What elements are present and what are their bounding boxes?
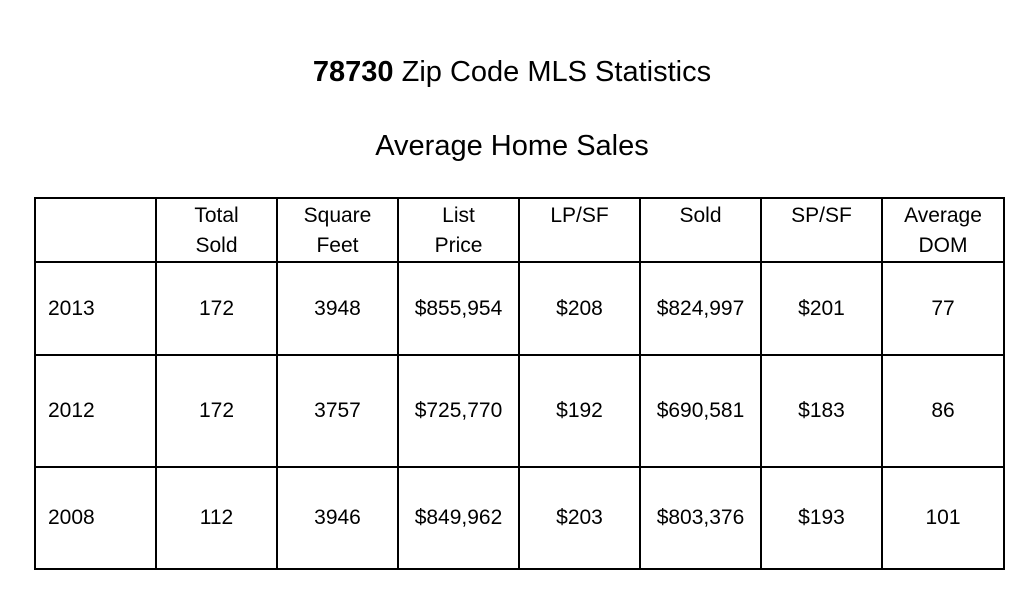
cell-average-dom: 77 xyxy=(881,261,1005,356)
cell-total-sold: 172 xyxy=(155,261,278,356)
cell-sold: $803,376 xyxy=(639,466,762,570)
cell-year: 2008 xyxy=(34,466,157,570)
column-header-year xyxy=(34,197,157,263)
table-row: 2013 172 3948 $855,954 $208 $824,997 $20… xyxy=(34,261,1005,356)
column-header-sold: Sold xyxy=(639,197,762,263)
column-header-sp-sf: SP/SF xyxy=(760,197,883,263)
cell-total-sold: 172 xyxy=(155,354,278,468)
cell-list-price: $849,962 xyxy=(397,466,520,570)
cell-lp-sf: $208 xyxy=(518,261,641,356)
cell-year: 2013 xyxy=(34,261,157,356)
cell-average-dom: 86 xyxy=(881,354,1005,468)
title-zip-code: 78730 xyxy=(312,56,394,88)
column-header-total-sold: Total Sold xyxy=(155,197,278,263)
cell-sp-sf: $201 xyxy=(760,261,883,356)
title-text: Zip Code MLS Statistics xyxy=(393,56,712,88)
column-header-lp-sf: LP/SF xyxy=(518,197,641,263)
cell-sp-sf: $193 xyxy=(760,466,883,570)
page-title: 78730 Zip Code MLS Statistics xyxy=(0,52,1024,92)
cell-lp-sf: $203 xyxy=(518,466,641,570)
cell-lp-sf: $192 xyxy=(518,354,641,468)
cell-square-feet: 3757 xyxy=(276,354,399,468)
cell-sold: $690,581 xyxy=(639,354,762,468)
cell-square-feet: 3948 xyxy=(276,261,399,356)
cell-sp-sf: $183 xyxy=(760,354,883,468)
column-header-list-price: List Price xyxy=(397,197,520,263)
cell-square-feet: 3946 xyxy=(276,466,399,570)
cell-average-dom: 101 xyxy=(881,466,1005,570)
cell-list-price: $855,954 xyxy=(397,261,520,356)
table-row: 2012 172 3757 $725,770 $192 $690,581 $18… xyxy=(34,354,1005,468)
cell-sold: $824,997 xyxy=(639,261,762,356)
mls-statistics-table: Total Sold Square Feet List Price LP/SF Sol… xyxy=(34,197,1005,570)
cell-list-price: $725,770 xyxy=(397,354,520,468)
cell-total-sold: 112 xyxy=(155,466,278,570)
table-row: 2008 112 3946 $849,962 $203 $803,376 $19… xyxy=(34,466,1005,570)
column-header-square-feet: Square Feet xyxy=(276,197,399,263)
cell-year: 2012 xyxy=(34,354,157,468)
column-header-average-dom: Average DOM xyxy=(881,197,1005,263)
table-header-row: Total Sold Square Feet List Price LP/SF Sol… xyxy=(34,197,1005,263)
page-subtitle: Average Home Sales xyxy=(375,130,649,162)
